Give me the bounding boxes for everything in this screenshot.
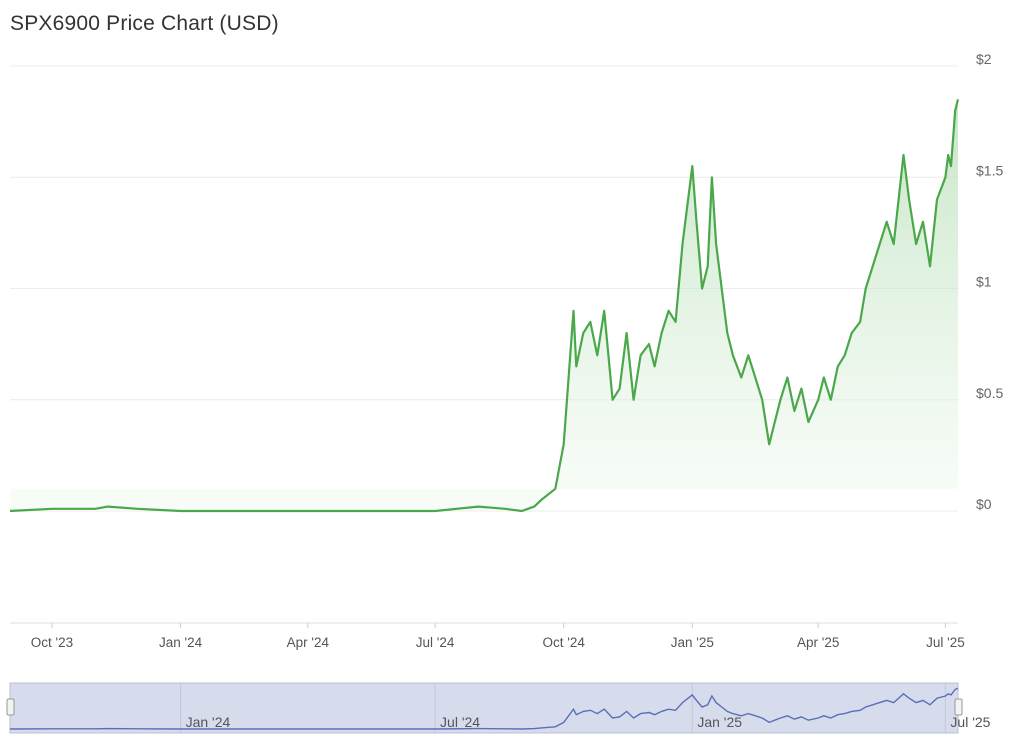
y-tick-label: $0 xyxy=(976,496,992,512)
navigator-tick-label: Jan '24 xyxy=(186,714,231,730)
price-area xyxy=(10,99,958,512)
x-tick-label: Jul '25 xyxy=(926,635,965,650)
y-tick-label: $1.5 xyxy=(976,162,1003,178)
price-area-fill xyxy=(10,99,958,512)
price-line-path xyxy=(9,99,960,513)
y-axis: $2 $1.5 $1 $0.5 $0 xyxy=(976,51,1003,512)
navigator-handle[interactable] xyxy=(954,698,963,716)
navigator-tick-label: Jul '25 xyxy=(950,714,990,730)
y-tick-label: $0.5 xyxy=(976,385,1003,401)
navigator-line xyxy=(9,687,959,730)
chart-title: SPX6900 Price Chart (USD) xyxy=(10,12,279,35)
x-tick-label: Apr '25 xyxy=(797,635,839,650)
x-tick-label: Oct '24 xyxy=(543,635,586,650)
grid-lines xyxy=(10,65,958,624)
navigator-range xyxy=(9,682,959,734)
y-tick-label: $1 xyxy=(976,274,992,290)
navigator-tick-label: Jan '25 xyxy=(697,714,742,730)
x-tick-label: Apr '24 xyxy=(287,635,330,650)
price-line xyxy=(9,99,960,513)
navigator-tick-label: Jul '24 xyxy=(440,714,480,730)
navigator-handle[interactable] xyxy=(6,698,15,716)
x-tick-label: Oct '23 xyxy=(31,635,73,650)
x-tick-label: Jan '25 xyxy=(671,635,714,650)
x-tick-label: Jul '24 xyxy=(416,635,455,650)
y-tick-label: $2 xyxy=(976,51,992,67)
x-axis: Oct '23 Jan '24 Apr '24 Jul '24 Oct '24 Jan '… xyxy=(31,623,965,650)
navigator[interactable]: Jan '24 Jul '24 Jan '25 Jul '25 xyxy=(6,682,991,734)
x-tick-label: Jan '24 xyxy=(159,635,203,650)
